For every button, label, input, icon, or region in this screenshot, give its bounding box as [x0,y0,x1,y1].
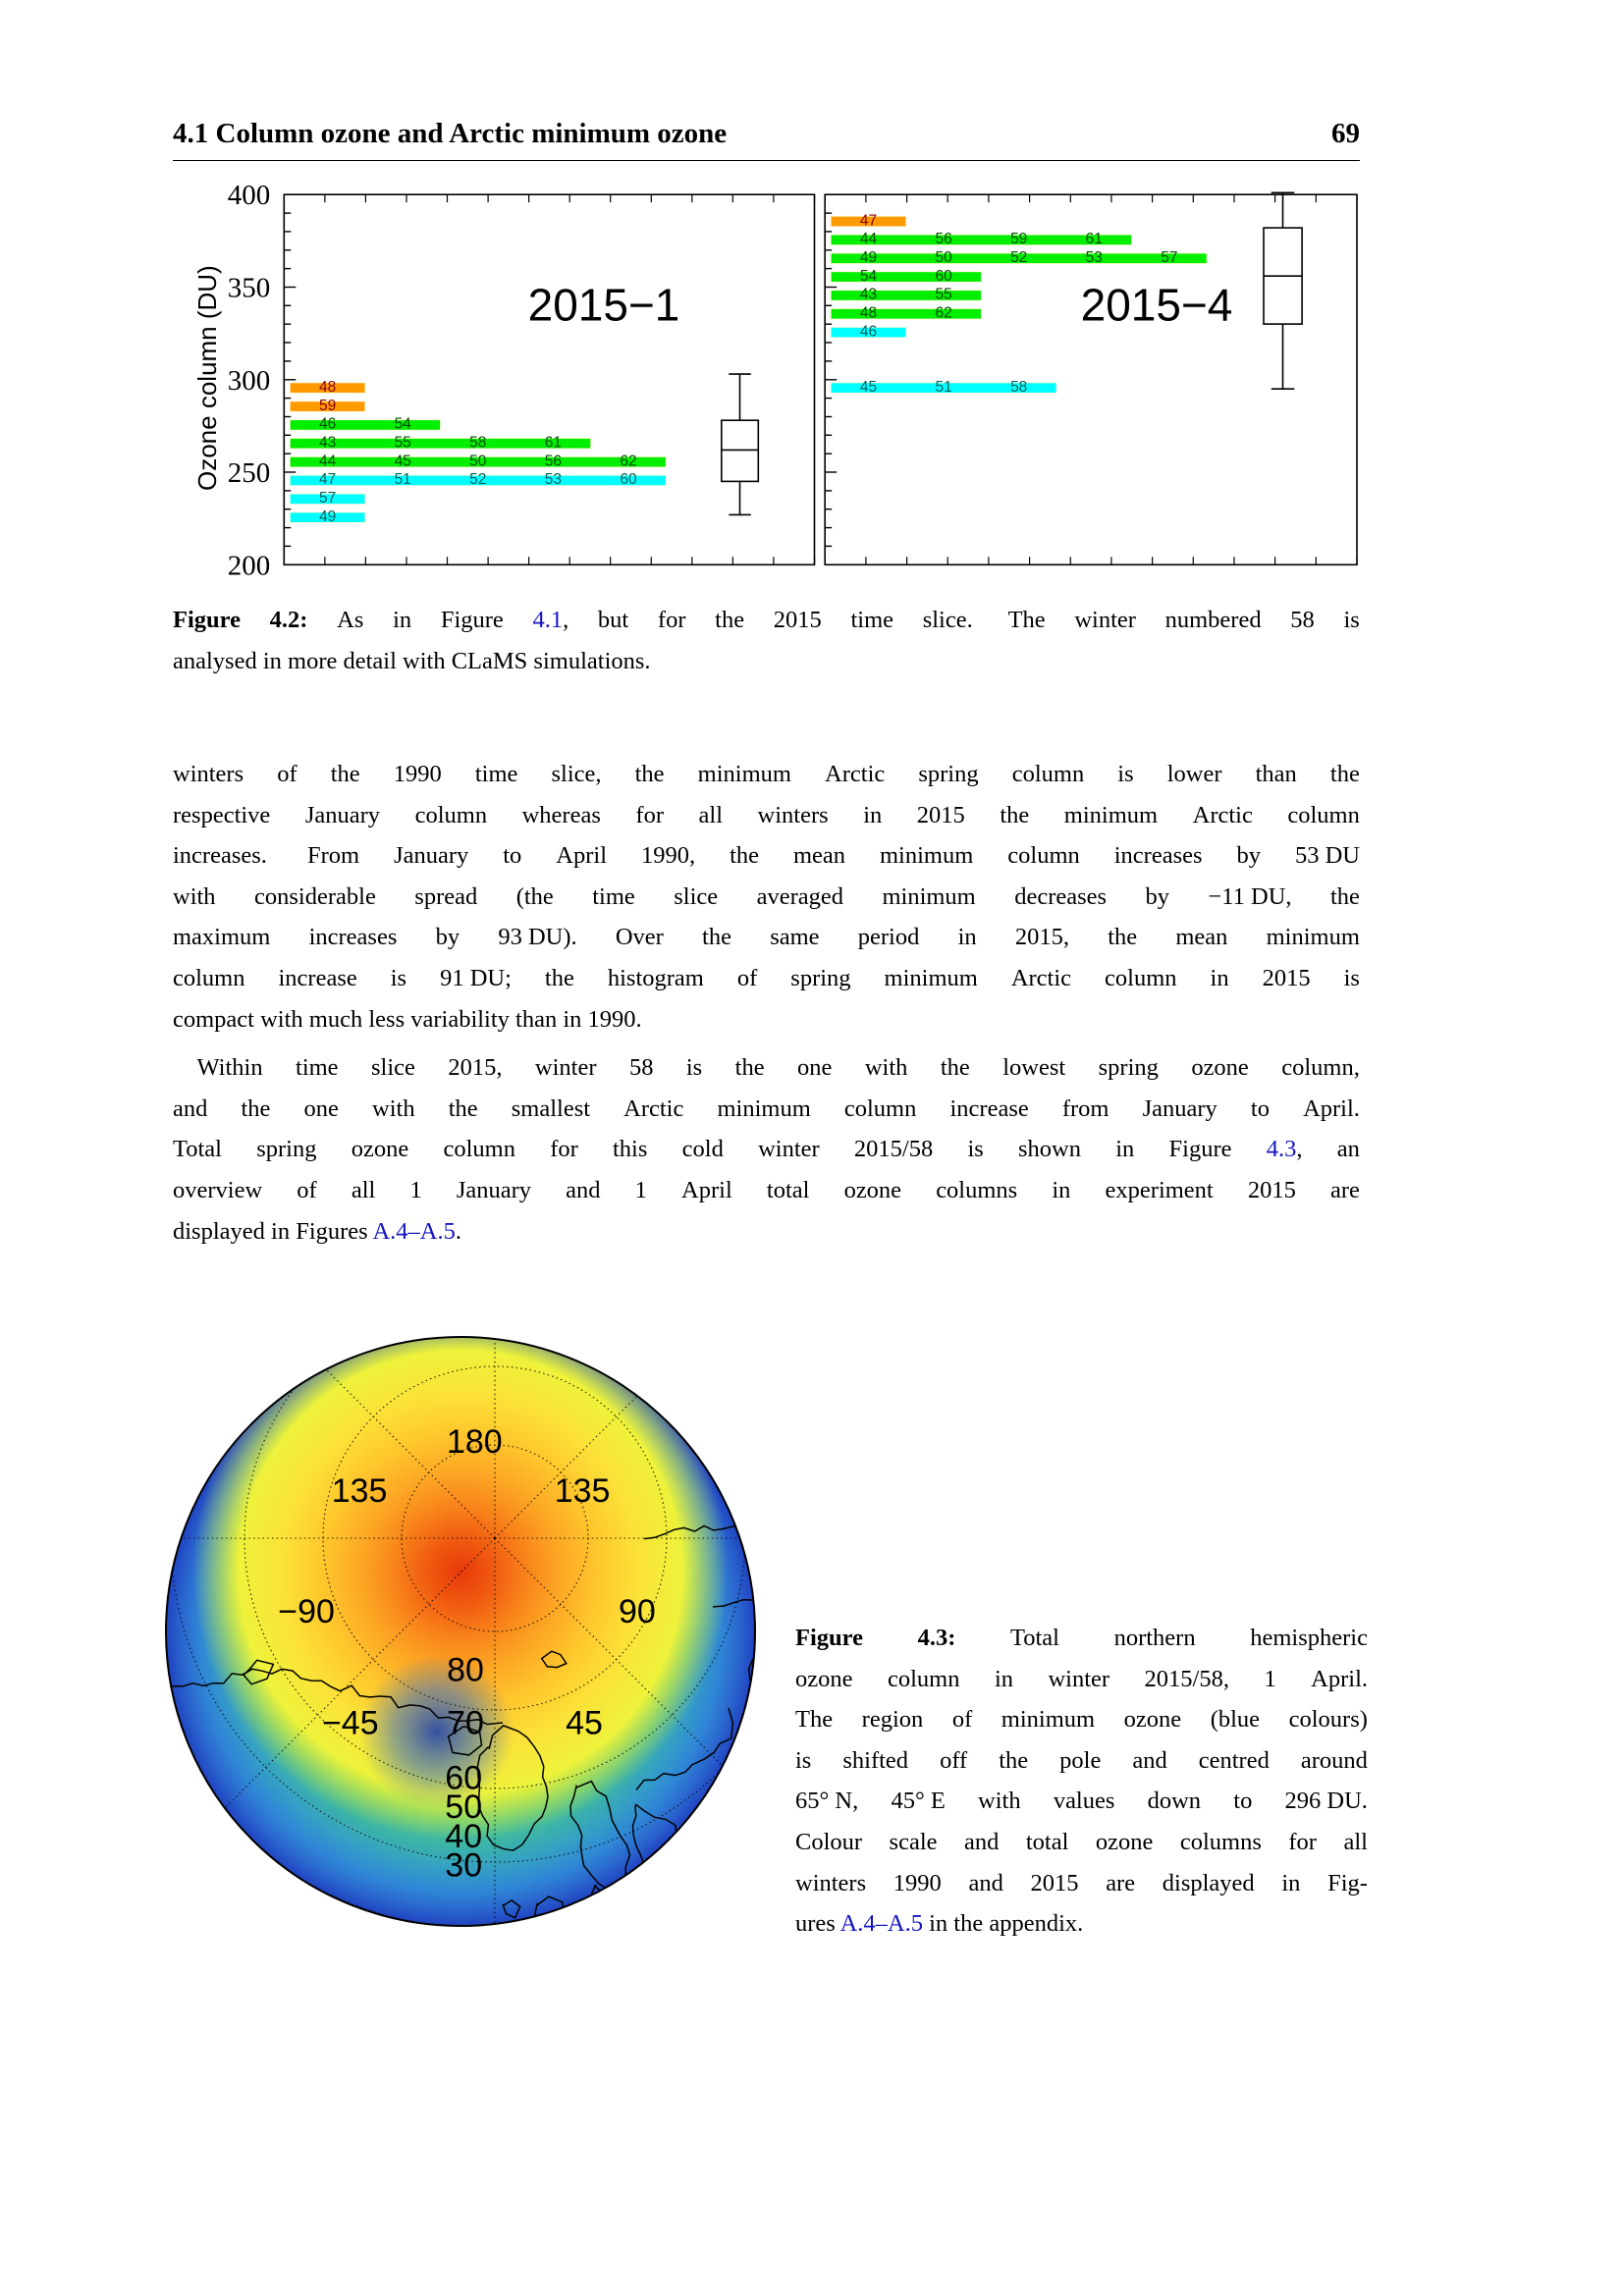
svg-text:2015−4: 2015−4 [1081,279,1233,330]
svg-text:59: 59 [319,398,336,414]
svg-text:55: 55 [395,435,411,452]
svg-text:44: 44 [860,231,878,247]
svg-text:300: 300 [228,365,271,397]
svg-text:62: 62 [935,305,951,322]
svg-text:48: 48 [319,379,336,396]
svg-text:80: 80 [447,1652,484,1689]
svg-text:70: 70 [447,1705,484,1742]
svg-text:50: 50 [935,249,952,266]
svg-text:60: 60 [935,268,952,285]
svg-text:48: 48 [860,305,877,322]
svg-text:62: 62 [620,453,636,469]
svg-text:52: 52 [1010,249,1027,266]
svg-text:53: 53 [1086,249,1103,266]
svg-text:46: 46 [860,323,877,340]
svg-text:350: 350 [228,273,271,304]
svg-text:43: 43 [319,435,336,452]
svg-text:30: 30 [445,1847,482,1885]
svg-text:57: 57 [1161,249,1177,266]
svg-text:45: 45 [860,379,877,396]
svg-text:57: 57 [319,490,336,507]
svg-text:56: 56 [545,453,562,469]
svg-text:54: 54 [395,416,412,433]
svg-text:49: 49 [860,249,877,266]
svg-text:51: 51 [395,471,411,488]
svg-text:56: 56 [935,231,951,247]
svg-text:−45: −45 [322,1705,379,1742]
svg-text:55: 55 [935,287,951,303]
svg-text:44: 44 [319,453,337,469]
svg-text:2015−1: 2015−1 [528,279,680,330]
svg-text:61: 61 [1086,231,1103,247]
svg-text:47: 47 [319,471,336,488]
svg-text:90: 90 [619,1593,656,1630]
svg-text:250: 250 [228,457,271,489]
svg-text:180: 180 [447,1423,503,1461]
svg-text:61: 61 [545,435,562,452]
svg-text:60: 60 [620,471,637,488]
svg-text:135: 135 [332,1472,388,1510]
svg-text:53: 53 [545,471,562,488]
svg-text:51: 51 [935,379,951,396]
svg-text:58: 58 [1010,379,1027,396]
svg-text:135: 135 [555,1472,611,1510]
svg-text:47: 47 [860,212,877,229]
svg-text:200: 200 [228,550,271,581]
svg-text:400: 400 [228,180,271,211]
svg-text:43: 43 [860,287,877,303]
svg-text:58: 58 [469,435,486,452]
svg-text:52: 52 [469,471,486,488]
svg-text:50: 50 [469,453,487,469]
svg-text:54: 54 [860,268,878,285]
svg-text:49: 49 [319,508,336,525]
svg-text:−90: −90 [278,1593,335,1630]
svg-text:46: 46 [319,416,336,433]
svg-text:45: 45 [566,1705,603,1742]
svg-text:59: 59 [1010,231,1027,247]
svg-text:45: 45 [395,453,411,469]
